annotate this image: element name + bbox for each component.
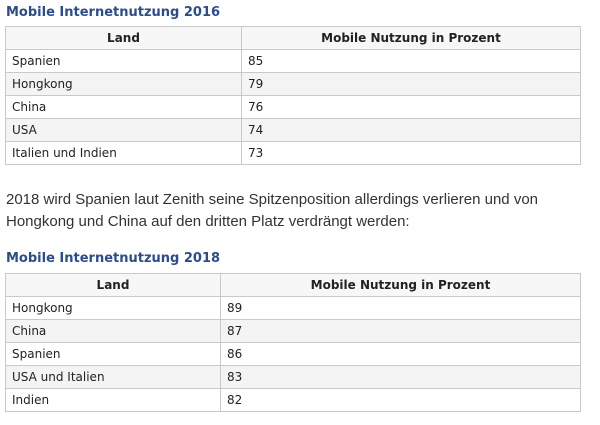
cell-percent: 89 [220, 296, 581, 320]
table-row: Spanien 86 [5, 342, 581, 366]
cell-land: Hongkong [5, 296, 221, 320]
table-row: Spanien 85 [5, 49, 581, 73]
cell-land: China [5, 95, 242, 119]
table-2016: Land Mobile Nutzung in Prozent Spanien 8… [5, 26, 581, 165]
table-row: USA und Italien 83 [5, 365, 581, 389]
cell-percent: 86 [220, 342, 581, 366]
cell-land: Indien [5, 388, 221, 412]
table-row: China 76 [5, 95, 581, 119]
table-header-row: Land Mobile Nutzung in Prozent [5, 273, 581, 297]
cell-land: Spanien [5, 49, 242, 73]
column-header-land: Land [5, 273, 221, 297]
cell-land: Spanien [5, 342, 221, 366]
cell-percent: 85 [241, 49, 581, 73]
table-row: USA 74 [5, 118, 581, 142]
table-row: Hongkong 89 [5, 296, 581, 320]
cell-percent: 73 [241, 141, 581, 165]
cell-percent: 74 [241, 118, 581, 142]
column-header-land: Land [5, 26, 242, 50]
cell-percent: 82 [220, 388, 581, 412]
table-2018: Land Mobile Nutzung in Prozent Hongkong … [5, 273, 581, 412]
cell-land: Hongkong [5, 72, 242, 96]
cell-percent: 83 [220, 365, 581, 389]
table-row: Indien 82 [5, 388, 581, 412]
cell-percent: 87 [220, 319, 581, 343]
column-header-mobile-nutzung: Mobile Nutzung in Prozent [241, 26, 581, 50]
cell-land: Italien und Indien [5, 141, 242, 165]
cell-land: USA [5, 118, 242, 142]
table-row: China 87 [5, 319, 581, 343]
cell-percent: 76 [241, 95, 581, 119]
table-row: Hongkong 79 [5, 72, 581, 96]
table-row: Italien und Indien 73 [5, 141, 581, 165]
body-paragraph: 2018 wird Spanien laut Zenith seine Spit… [6, 191, 539, 230]
section-title-2016: Mobile Internetnutzung 2016 [6, 5, 221, 20]
cell-land: China [5, 319, 221, 343]
table-header-row: Land Mobile Nutzung in Prozent [5, 26, 581, 50]
cell-land: USA und Italien [5, 365, 221, 389]
section-title-2018: Mobile Internetnutzung 2018 [6, 251, 221, 266]
cell-percent: 79 [241, 72, 581, 96]
column-header-mobile-nutzung: Mobile Nutzung in Prozent [220, 273, 581, 297]
